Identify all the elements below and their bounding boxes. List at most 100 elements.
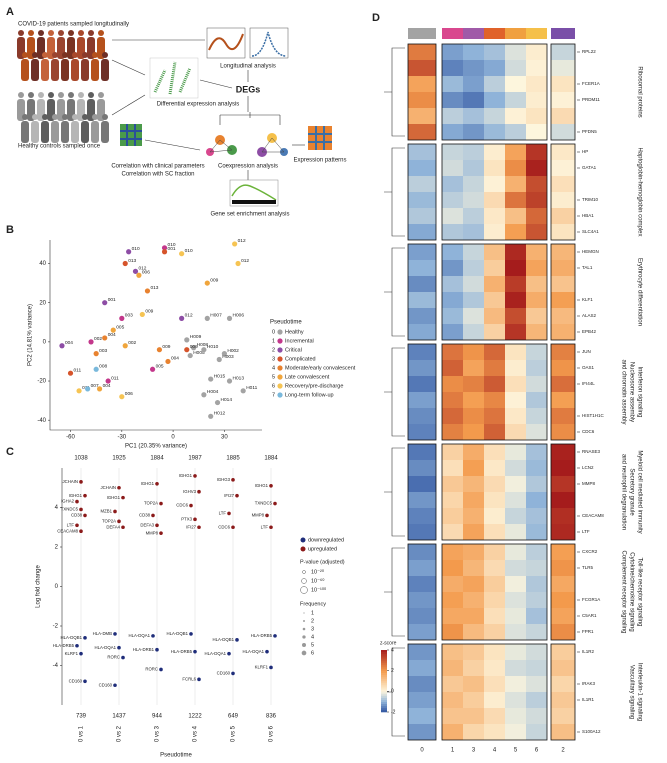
count-up: 1885	[226, 456, 240, 462]
heat-cell	[551, 660, 575, 676]
heat-cell	[551, 392, 575, 408]
arrow	[199, 79, 233, 89]
gene-label: LTF	[582, 529, 590, 534]
dendrogram	[384, 447, 405, 537]
point-label: 004	[65, 340, 73, 346]
legend-label: Incremental	[285, 338, 314, 344]
heat-cell	[484, 692, 505, 708]
person-icon	[52, 114, 58, 120]
point	[67, 370, 74, 376]
colorbar-step	[381, 672, 387, 676]
colorbar-step	[381, 681, 387, 684]
heat-cell	[551, 508, 575, 524]
legend-swatch	[277, 383, 283, 389]
heat-cell	[526, 592, 547, 608]
heat-cell	[484, 444, 505, 460]
label: Coexpression analysis	[218, 164, 278, 170]
heat-cell	[505, 160, 526, 176]
legend-size	[302, 635, 306, 639]
heat-cell	[505, 260, 526, 276]
heat-cell	[505, 624, 526, 640]
gene-point	[197, 677, 201, 682]
heat-cell	[551, 324, 575, 340]
point-label: H013	[233, 375, 245, 381]
heat-cell	[463, 560, 484, 576]
heat-cell	[551, 224, 575, 240]
point	[96, 386, 103, 392]
heat-cell	[408, 476, 436, 492]
heat-cell	[484, 492, 505, 508]
heat-cell	[408, 76, 436, 92]
gene-label: CEACAM8	[582, 513, 604, 518]
heat-cell	[442, 460, 463, 476]
colorbar-step	[381, 689, 387, 692]
heat-cell	[505, 60, 526, 76]
gene-point	[117, 519, 121, 524]
legend-label: Complicated	[285, 356, 316, 362]
gene-point	[269, 483, 273, 488]
module-border	[550, 143, 576, 241]
heat-cell	[463, 124, 484, 140]
point-label: 013	[150, 285, 158, 291]
heat-cell	[463, 592, 484, 608]
legend-swatch	[277, 392, 283, 398]
heat-cell	[408, 692, 436, 708]
module-border	[441, 443, 548, 541]
point	[156, 347, 163, 353]
heat-cell	[484, 592, 505, 608]
heat-cell	[484, 324, 505, 340]
heat-cell	[505, 492, 526, 508]
y-tick-label: 40	[39, 261, 46, 267]
legend-size	[302, 643, 306, 647]
heat-cell	[505, 76, 526, 92]
colorbar-step	[381, 664, 387, 667]
gene-label: IGHV3	[183, 489, 197, 494]
legend-size	[302, 570, 306, 574]
point	[126, 249, 132, 255]
heat-cell	[463, 144, 484, 160]
heat-cell	[463, 660, 484, 676]
axis	[49, 240, 262, 431]
heat-cell	[442, 260, 463, 276]
gene-label: HLA-DRB5	[251, 633, 273, 638]
module-border	[550, 343, 576, 441]
heat-cell	[551, 124, 575, 140]
point	[232, 241, 238, 247]
heat-cell	[442, 476, 463, 492]
person-icon	[62, 114, 68, 120]
heat-cell	[408, 560, 436, 576]
heat-cell	[408, 576, 436, 592]
legend-stage: 0	[272, 329, 275, 335]
point-label: H010	[207, 344, 219, 350]
module-border	[441, 143, 548, 241]
colorbar-step	[381, 687, 387, 690]
label: Expression patterns	[293, 158, 346, 164]
heat-cell	[463, 108, 484, 124]
heat-cell	[463, 44, 484, 60]
heat-cell	[484, 144, 505, 160]
person-icon	[101, 59, 109, 81]
column-header	[526, 28, 547, 39]
legend-size	[301, 578, 307, 584]
point-label: H012	[214, 411, 226, 417]
person-icon	[102, 52, 108, 58]
heat-cell	[442, 376, 463, 392]
gene-point	[117, 645, 121, 650]
colorbar-step	[381, 691, 387, 694]
point	[201, 347, 207, 353]
heat-cell	[442, 144, 463, 160]
heat-cell	[408, 292, 436, 308]
gene-label: HLA-DQB1	[61, 635, 83, 640]
gene-point	[83, 493, 87, 498]
gene-point	[231, 671, 235, 676]
point-label: 010	[132, 246, 140, 252]
heat-cell	[505, 360, 526, 376]
heat-cell	[463, 224, 484, 240]
heat-cell	[526, 392, 547, 408]
y-tick-label: -2	[53, 624, 59, 630]
colorbar-label: 0	[391, 689, 394, 695]
module-name: Ribosomal proteins	[636, 66, 642, 117]
gene-label: MZB1	[101, 509, 113, 514]
point-label: 004	[108, 332, 116, 338]
x-tick-label: 30	[221, 435, 228, 441]
